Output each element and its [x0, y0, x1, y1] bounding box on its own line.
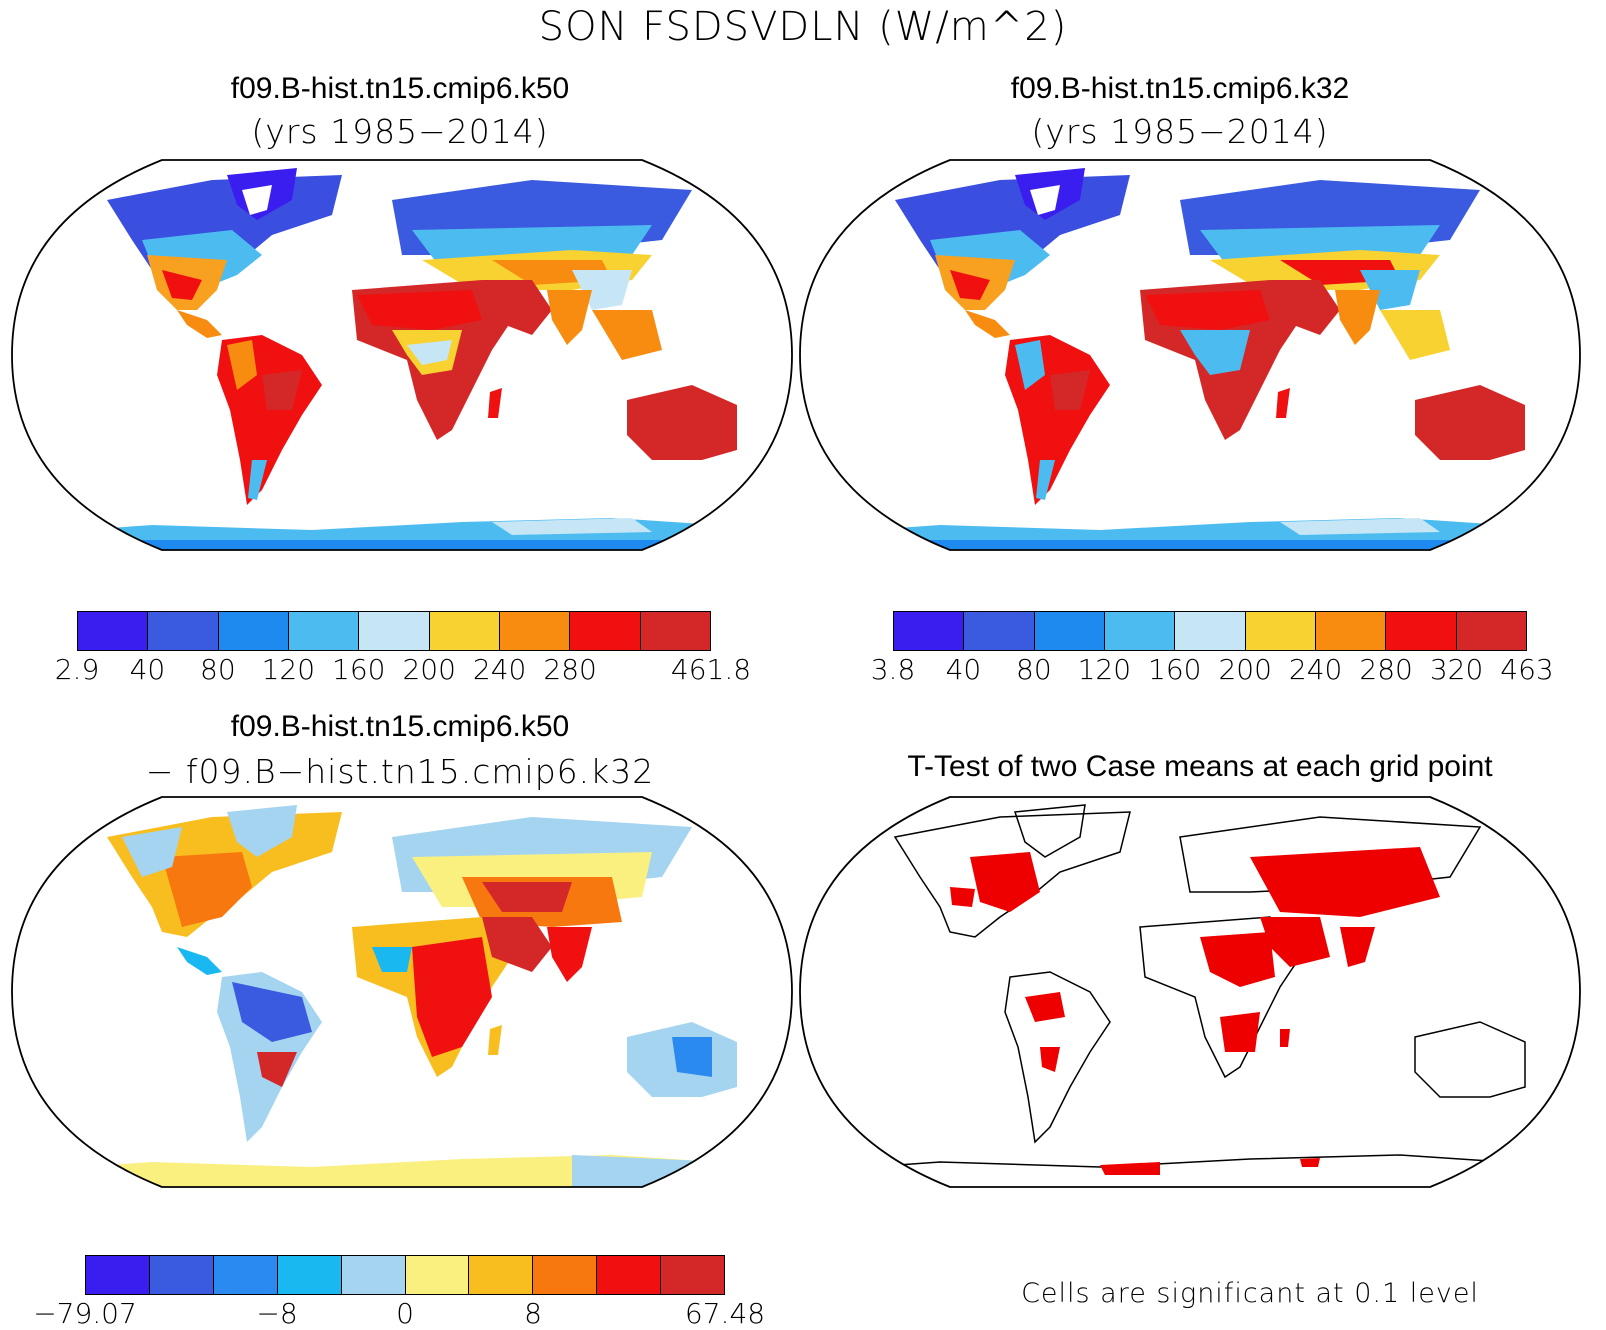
colorbar-swatch [213, 1256, 278, 1294]
colorbar-swatch [277, 1256, 342, 1294]
panel-2-title: f09.B-hist.tn15.cmip6.k32 [1010, 72, 1350, 105]
colorbar-swatch [1104, 612, 1176, 650]
colorbar-tick-label: 280 [543, 653, 597, 686]
colorbar-swatch [1034, 612, 1105, 650]
colorbar-panel-3 [85, 1255, 725, 1295]
colorbar-swatch [570, 612, 641, 650]
colorbar-tick-label: 240 [472, 653, 527, 686]
colorbar-swatch [1245, 612, 1316, 650]
colorbar-panel-2 [893, 611, 1527, 651]
map-panel-4 [799, 796, 1581, 1188]
colorbar-tick-label: 2.9 [54, 653, 100, 686]
colorbar-panel-1-ticks: 2.9 40 80 120 160 200 240 280 461.8 [55, 653, 751, 689]
panel-1-title: f09.B-hist.tn15.cmip6.k50 [230, 72, 570, 105]
colorbar-swatch [429, 612, 500, 650]
colorbar-swatch [149, 1256, 214, 1294]
colorbar-tick-label: 80 [1016, 653, 1052, 686]
colorbar-tick-label: 200 [402, 653, 456, 686]
panel-1-subtitle: (yrs 1985−2014) [251, 112, 549, 151]
colorbar-swatch [218, 612, 289, 650]
colorbar-tick-label: −79.07 [33, 1297, 137, 1330]
colorbar-swatch [499, 612, 571, 650]
colorbar-swatch [359, 612, 430, 650]
colorbar-panel-1 [77, 611, 711, 651]
colorbar-tick-label: 80 [200, 653, 236, 686]
colorbar-swatch [640, 612, 710, 650]
panel-4-title: T-Test of two Case means at each grid po… [907, 750, 1493, 783]
colorbar-tick-label: 120 [1077, 653, 1132, 686]
colorbar-swatch [341, 1256, 406, 1294]
colorbar-tick-label: −8 [256, 1297, 298, 1330]
colorbar-swatch [78, 612, 149, 650]
colorbar-tick-label: 0 [396, 1297, 414, 1330]
panel-2-subtitle: (yrs 1985−2014) [1031, 112, 1329, 151]
colorbar-panel-3-ticks: −79.07 −8 0 8 67.48 [33, 1297, 765, 1330]
significance-note: Cells are significant at 0.1 level [1021, 1278, 1479, 1309]
colorbar-tick-label: 200 [1218, 653, 1272, 686]
panel-3-title: f09.B-hist.tn15.cmip6.k50 [230, 710, 570, 743]
colorbar-tick-label: 40 [129, 653, 166, 686]
colorbar-tick-label: 120 [261, 653, 316, 686]
map-panel-1 [11, 159, 793, 551]
colorbar-swatch [661, 1256, 725, 1294]
colorbar-tick-label: 461.8 [670, 653, 752, 686]
colorbar-swatch [288, 612, 360, 650]
colorbar-swatch [1456, 612, 1526, 650]
colorbar-tick-label: 160 [1148, 653, 1202, 686]
panel-3-subtitle: − f09.B−hist.tn15.cmip6.k32 [145, 752, 655, 791]
colorbar-swatch [1175, 612, 1246, 650]
colorbar-swatch [597, 1256, 662, 1294]
figure-title: SON FSDSVDLN (W/m^2) [538, 4, 1068, 50]
colorbar-tick-label: 463 [1500, 653, 1554, 686]
colorbar-swatch [148, 612, 219, 650]
colorbar-swatch [1386, 612, 1457, 650]
colorbar-swatch [1315, 612, 1387, 650]
colorbar-tick-label: 320 [1429, 653, 1484, 686]
colorbar-tick-label: 8 [524, 1297, 542, 1330]
colorbar-panel-2-ticks: 3.8 40 80 120 160 200 240 280 320 463 [871, 653, 1554, 689]
colorbar-tick-label: 280 [1359, 653, 1413, 686]
colorbar-swatch [964, 612, 1035, 650]
colorbar-tick-label: 40 [945, 653, 982, 686]
map-panel-3 [11, 796, 793, 1188]
colorbar-swatch [894, 612, 965, 650]
colorbar-tick-label: 3.8 [870, 653, 916, 686]
colorbar-swatch [86, 1256, 150, 1294]
colorbar-tick-label: 240 [1288, 653, 1343, 686]
colorbar-swatch [405, 1256, 470, 1294]
map-panel-2 [799, 159, 1581, 551]
colorbar-swatch [469, 1256, 534, 1294]
colorbar-swatch [533, 1256, 598, 1294]
colorbar-tick-label: 160 [332, 653, 386, 686]
colorbar-tick-label: 67.48 [684, 1297, 766, 1330]
